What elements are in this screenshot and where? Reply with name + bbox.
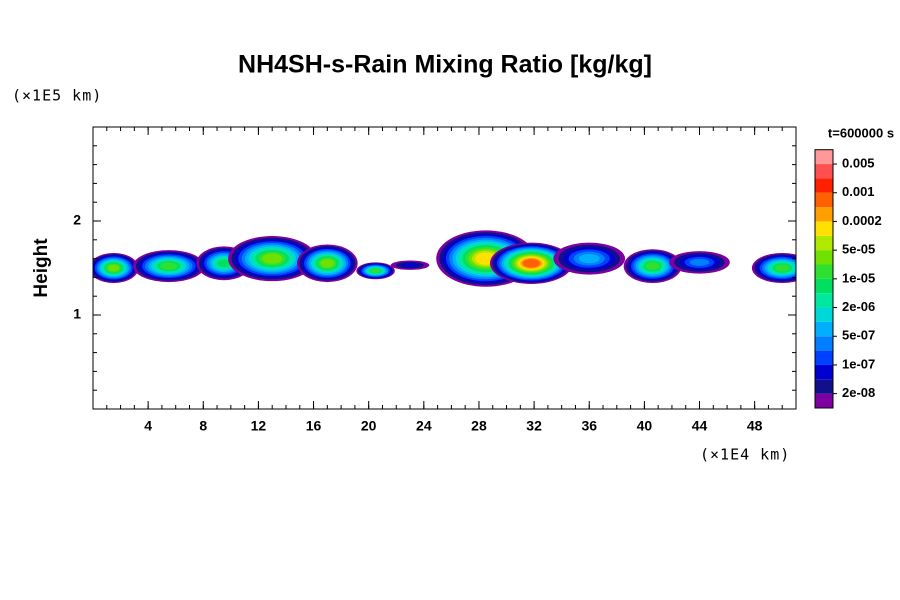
colorbar-swatch bbox=[815, 364, 833, 380]
x-tick-label: 12 bbox=[251, 418, 267, 434]
colorbar-label: 0.001 bbox=[842, 184, 875, 199]
x-tick-label: 16 bbox=[306, 418, 322, 434]
x-tick-label: 48 bbox=[747, 418, 763, 434]
colorbar-label: 5e-07 bbox=[842, 328, 875, 343]
x-tick-label: 40 bbox=[637, 418, 653, 434]
colorbar-swatch bbox=[815, 336, 833, 351]
contour-fill bbox=[160, 262, 178, 270]
colorbar-swatch bbox=[815, 164, 833, 179]
colorbar-swatch bbox=[815, 149, 833, 165]
x-tick-label: 32 bbox=[526, 418, 542, 434]
contour-fill bbox=[578, 253, 600, 264]
colorbar-swatch bbox=[815, 192, 833, 208]
colorbar-label: 0.0002 bbox=[842, 213, 882, 228]
colorbar-label: 2e-06 bbox=[842, 299, 875, 314]
colorbar-swatch bbox=[815, 207, 833, 222]
contour-fill bbox=[401, 263, 419, 268]
colorbar-label: 2e-08 bbox=[842, 385, 875, 400]
colorbar-swatch bbox=[815, 293, 833, 308]
colorbar-label: 0.005 bbox=[842, 155, 875, 170]
y-unit: (×1E5 km) bbox=[12, 87, 102, 105]
x-tick-label: 36 bbox=[581, 418, 597, 434]
time-label: t=600000 s bbox=[828, 125, 894, 140]
colorbar-label: 1e-07 bbox=[842, 356, 875, 371]
x-tick-label: 24 bbox=[416, 418, 432, 434]
x-tick-label: 20 bbox=[361, 418, 377, 434]
colorbar-swatch bbox=[815, 321, 833, 337]
colorbar-swatch bbox=[815, 235, 833, 251]
plot-frame bbox=[92, 126, 797, 410]
contour-fill bbox=[522, 259, 540, 268]
colorbar-swatch bbox=[815, 379, 833, 394]
y-axis-label: Height bbox=[31, 238, 52, 298]
colorbar-swatch bbox=[815, 264, 833, 279]
contour-fill bbox=[320, 259, 335, 268]
colorbar-swatch bbox=[815, 278, 833, 294]
colorbar-label: 5e-05 bbox=[842, 242, 875, 257]
contour-fill bbox=[108, 264, 120, 272]
x-unit: (×1E4 km) bbox=[700, 446, 790, 464]
contour-fill bbox=[775, 264, 790, 272]
x-tick-label: 4 bbox=[144, 418, 152, 434]
y-tick-label: 2 bbox=[73, 212, 81, 228]
x-tick-label: 44 bbox=[692, 418, 708, 434]
x-tick-label: 8 bbox=[199, 418, 207, 434]
contour-fill bbox=[689, 258, 710, 266]
colorbar-swatch bbox=[815, 393, 833, 408]
colorbar-swatch bbox=[815, 221, 833, 236]
contour-fill bbox=[217, 259, 231, 268]
contour-fill bbox=[262, 253, 283, 264]
contour-field bbox=[93, 230, 796, 287]
colorbar-label: 1e-05 bbox=[842, 270, 875, 285]
y-tick-label: 1 bbox=[73, 306, 81, 322]
colorbar-swatch bbox=[815, 178, 833, 193]
chart-title: NH4SH-s-Rain Mixing Ratio [kg/kg] bbox=[238, 51, 652, 79]
colorbar-swatch bbox=[815, 250, 833, 265]
colorbar-swatch bbox=[815, 307, 833, 322]
contour-fill bbox=[645, 262, 660, 271]
contour-fill bbox=[371, 268, 381, 273]
x-tick-label: 28 bbox=[471, 418, 487, 434]
colorbar-swatch bbox=[815, 350, 833, 365]
